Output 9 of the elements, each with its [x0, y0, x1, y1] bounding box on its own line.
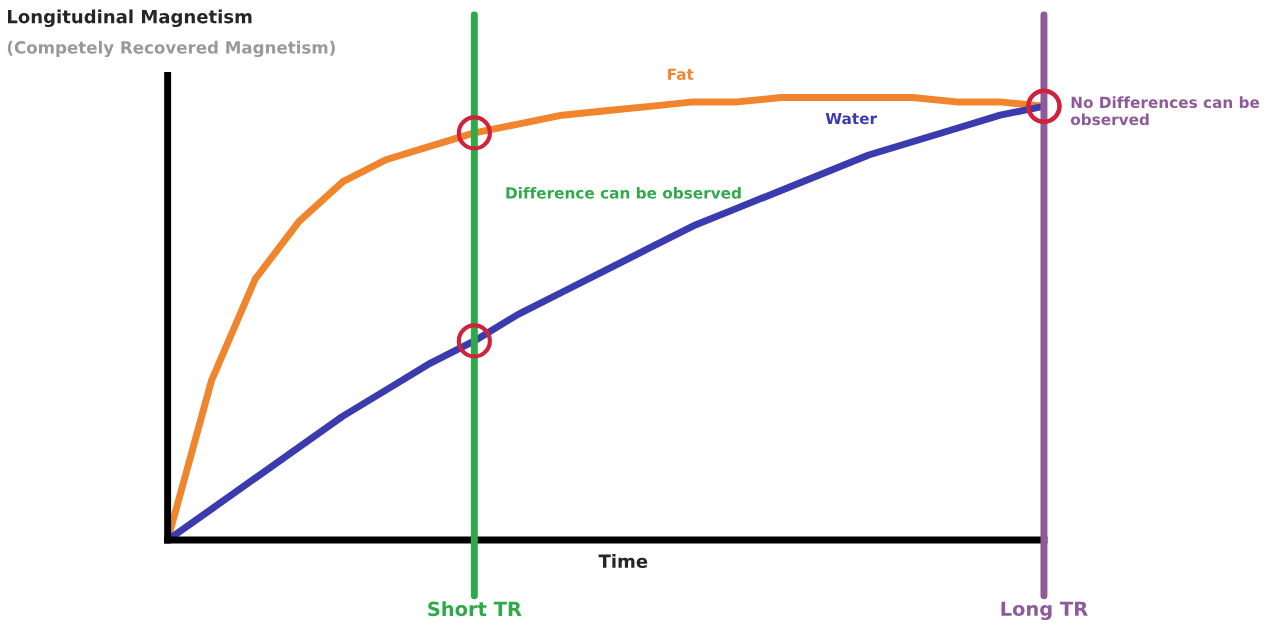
chart-title: Longitudinal Magnetism: [8, 9, 252, 28]
x-tick-label: Long TR: [1001, 601, 1088, 621]
x-axis-title: Time: [598, 554, 648, 568]
chart-subtitle: (Competely Recovered Magnetism): [7, 40, 335, 58]
annotation: Difference can be observed: [506, 186, 741, 199]
series-label: Water: [825, 112, 878, 125]
x-tick-label: Short TR: [428, 601, 522, 617]
series-label: Fat: [668, 68, 694, 80]
text: No Differences can be observed: [1070, 96, 1260, 126]
